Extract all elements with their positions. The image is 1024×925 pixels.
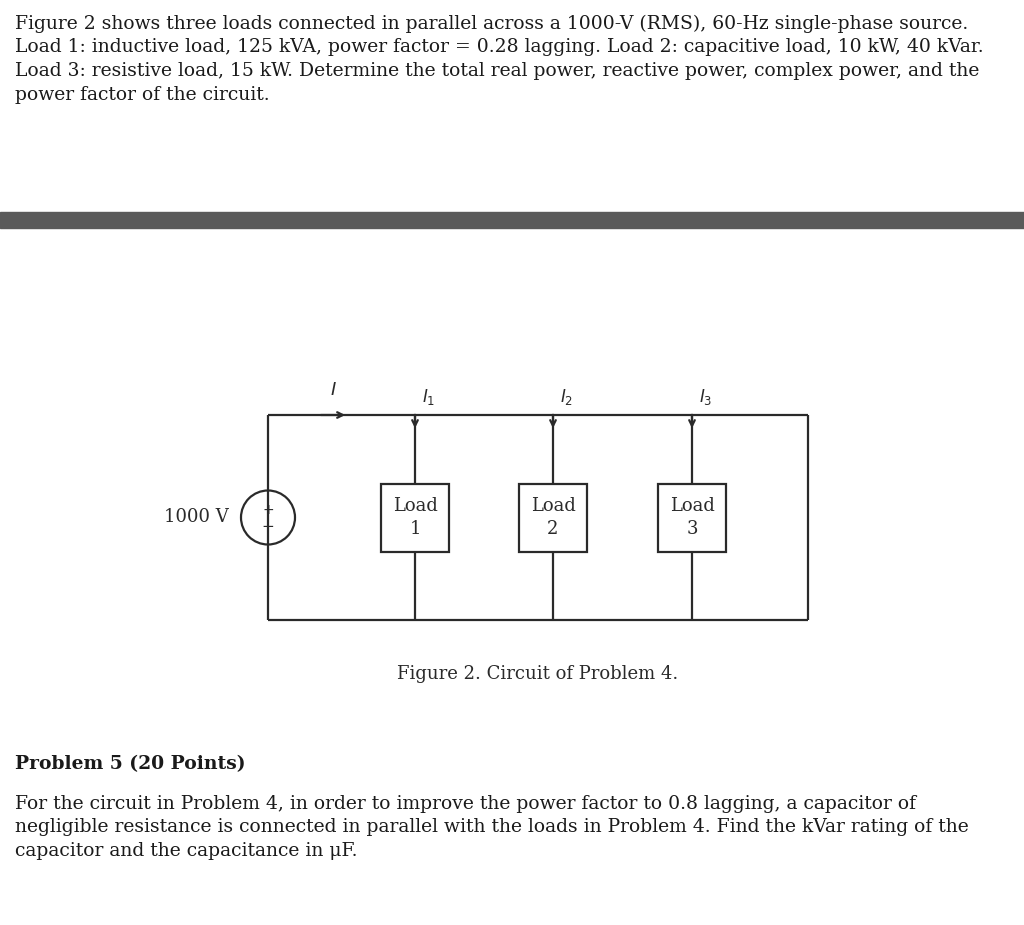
Text: Problem 5 (20 Points): Problem 5 (20 Points) <box>15 755 246 773</box>
Text: capacitor and the capacitance in μF.: capacitor and the capacitance in μF. <box>15 842 357 860</box>
Text: Load
2: Load 2 <box>530 497 575 538</box>
Bar <box>0 212 1024 228</box>
Text: Figure 2 shows three loads connected in parallel across a 1000-V (RMS), 60-Hz si: Figure 2 shows three loads connected in … <box>15 15 969 33</box>
Text: Load 3: resistive load, 15 kW. Determine the total real power, reactive power, c: Load 3: resistive load, 15 kW. Determine… <box>15 62 979 80</box>
Text: $I_1$: $I_1$ <box>422 387 435 407</box>
Text: $I_3$: $I_3$ <box>699 387 713 407</box>
Bar <box>519 484 587 551</box>
Bar <box>658 484 726 551</box>
Bar <box>381 484 449 551</box>
Text: −: − <box>261 519 274 534</box>
Text: For the circuit in Problem 4, in order to improve the power factor to 0.8 laggin: For the circuit in Problem 4, in order t… <box>15 795 916 813</box>
Text: $I$: $I$ <box>330 381 337 399</box>
Text: +: + <box>262 502 273 516</box>
Text: Load
3: Load 3 <box>670 497 715 538</box>
Text: $I_2$: $I_2$ <box>560 387 573 407</box>
Text: Figure 2. Circuit of Problem 4.: Figure 2. Circuit of Problem 4. <box>397 665 679 683</box>
Text: Load 1: inductive load, 125 kVA, power factor = 0.28 lagging. Load 2: capacitive: Load 1: inductive load, 125 kVA, power f… <box>15 39 984 56</box>
Text: power factor of the circuit.: power factor of the circuit. <box>15 85 269 104</box>
Text: negligible resistance is connected in parallel with the loads in Problem 4. Find: negligible resistance is connected in pa… <box>15 819 969 836</box>
Text: Load
1: Load 1 <box>392 497 437 538</box>
Text: 1000 V: 1000 V <box>164 509 229 526</box>
